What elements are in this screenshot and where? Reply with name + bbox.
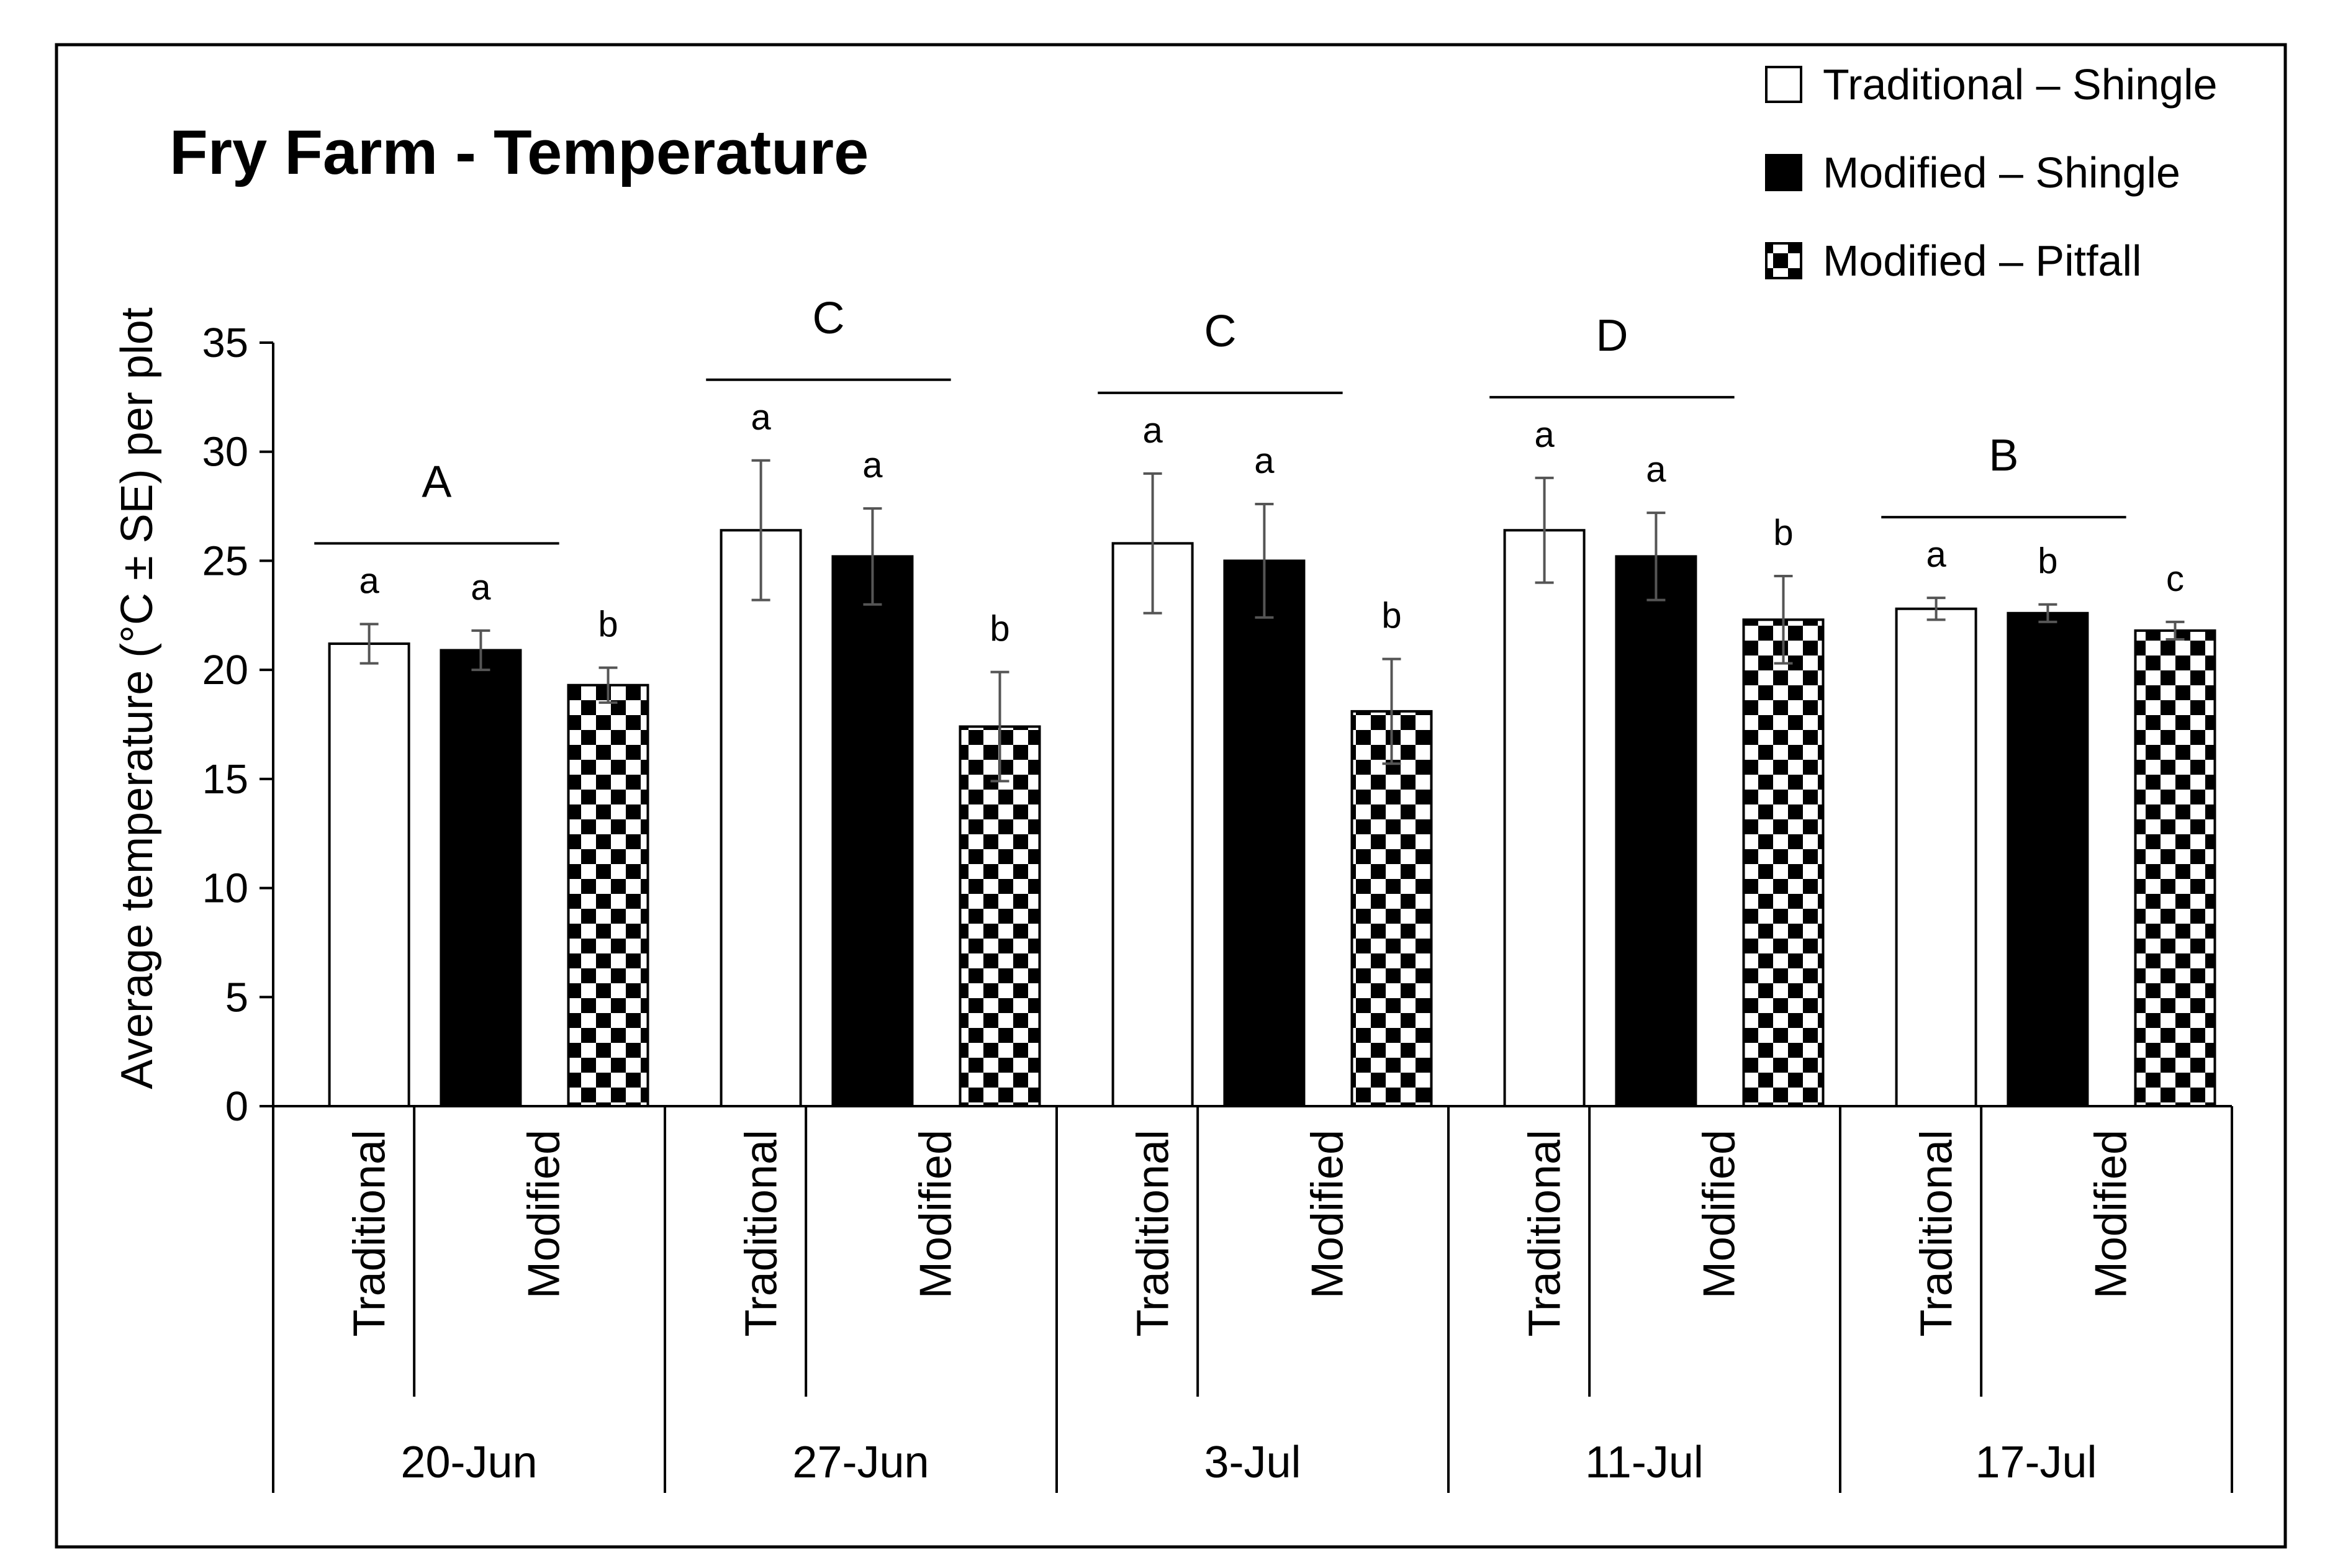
bar [1615,555,1697,1107]
date-label: 20-Jun [400,1438,537,1487]
significance-letter: b [598,605,618,645]
bar [831,555,914,1107]
significance-letter: a [862,445,883,485]
legend-label: Traditional – Shingle [1823,60,2218,109]
significance-letter: a [1534,415,1555,455]
chart-frame [55,43,2287,1549]
y-tick-label: 0 [225,1083,248,1130]
bar [440,649,522,1107]
method-label-traditional: Traditional [737,1130,787,1337]
labels-layer: a a b A Traditional Modified 20-Jun a a b C Traditi… [314,294,2184,1487]
group-letter: C [1204,307,1236,356]
significance-letter: a [1254,441,1275,481]
bar [1503,529,1586,1107]
y-tick-label: 10 [202,865,248,912]
legend-swatch [1765,242,1802,279]
date-label: 17-Jul [1975,1438,2097,1487]
method-label-modified: Modified [911,1130,960,1299]
date-label: 3-Jul [1204,1438,1301,1487]
method-label-traditional: Traditional [1129,1130,1178,1337]
bar [2134,629,2216,1107]
bar [2007,611,2089,1107]
bar [1895,607,1977,1107]
legend-label: Modified – Shingle [1823,148,2180,197]
chart-title: Fry Farm - Temperature [169,118,869,187]
significance-letter: a [1646,449,1666,490]
method-label-modified: Modified [2086,1130,2136,1299]
date-label: 27-Jun [792,1438,929,1487]
bar [567,683,649,1107]
significance-letter: b [1773,513,1793,553]
bar [1223,559,1306,1107]
date-label: 11-Jul [1585,1438,1704,1487]
y-tick-label: 5 [225,974,248,1021]
significance-letter: b [990,609,1009,649]
group-letter: A [422,457,451,507]
bar [328,642,410,1107]
group-letter: D [1596,311,1628,361]
y-tick-label: 35 [202,320,248,366]
y-tick-label: 25 [202,538,248,584]
axes-layer: 0 5 10 15 20 25 30 35 [202,320,2233,1493]
y-tick-label: 15 [202,756,248,803]
method-label-traditional: Traditional [1912,1130,1962,1337]
significance-letter: c [2166,559,2184,599]
bar [720,529,802,1107]
legend-swatch [1765,154,1802,191]
y-axis-label: Average temperature (°C ± SE) per plot [112,307,162,1089]
bar [1742,618,1825,1107]
significance-letter: a [1142,410,1163,451]
method-label-traditional: Traditional [345,1130,395,1337]
group-letter: C [812,294,844,343]
method-label-modified: Modified [1303,1130,1352,1299]
significance-letter: a [751,397,771,438]
significance-letter: b [1381,596,1401,636]
legend-label: Modified – Pitfall [1823,237,2142,285]
legend-swatch [1765,66,1802,103]
method-label-modified: Modified [1694,1130,1744,1299]
bar [1111,542,1194,1107]
significance-letter: a [359,561,379,601]
bars-layer [328,459,2216,1107]
y-tick-label: 30 [202,429,248,475]
group-letter: B [1989,431,2018,480]
bar [1350,710,1433,1107]
method-label-traditional: Traditional [1520,1130,1570,1337]
bar [959,725,1041,1107]
significance-letter: a [471,567,491,608]
y-tick-label: 20 [202,647,248,693]
method-label-modified: Modified [519,1130,569,1299]
legend: Traditional – Shingle Modified – Shingle M… [1765,60,2218,285]
significance-letter: b [2038,541,2057,582]
significance-letter: a [1926,534,1946,575]
